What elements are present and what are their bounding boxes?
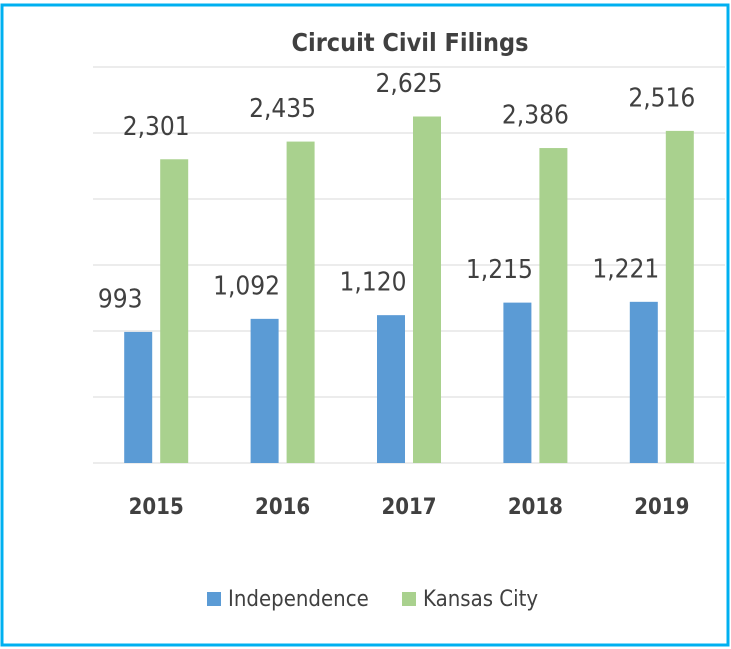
data-label: 2,625 <box>376 69 443 99</box>
data-label: 2,301 <box>123 112 190 142</box>
data-label: 2,435 <box>249 94 316 124</box>
data-label: 1,215 <box>466 255 533 285</box>
x-tick-label: 2016 <box>255 495 310 520</box>
bar <box>124 331 153 463</box>
x-tick-label: 2018 <box>508 495 563 520</box>
data-label: 1,221 <box>592 254 659 284</box>
bar <box>286 141 315 463</box>
bar <box>539 148 568 463</box>
bar <box>377 315 405 463</box>
data-label: 2,516 <box>628 83 695 113</box>
legend-swatch <box>207 592 221 606</box>
legend-label: Kansas City <box>423 587 538 612</box>
data-label: 1,092 <box>213 271 280 301</box>
data-label: 993 <box>98 284 143 314</box>
bar <box>503 302 532 463</box>
data-label: 2,386 <box>502 101 569 131</box>
bar <box>413 116 441 463</box>
data-label: 1,120 <box>340 268 407 298</box>
bar <box>629 301 658 463</box>
frame <box>0 3 730 647</box>
bar <box>250 318 279 463</box>
bar <box>160 159 189 463</box>
legend-swatch <box>402 592 416 606</box>
chart-title: Circuit Civil Filings <box>291 28 528 57</box>
x-tick-label: 2017 <box>381 495 436 520</box>
x-tick-label: 2019 <box>634 495 689 520</box>
x-tick-label: 2015 <box>129 495 184 520</box>
legend-label: Independence <box>228 587 369 612</box>
bar <box>665 130 694 463</box>
